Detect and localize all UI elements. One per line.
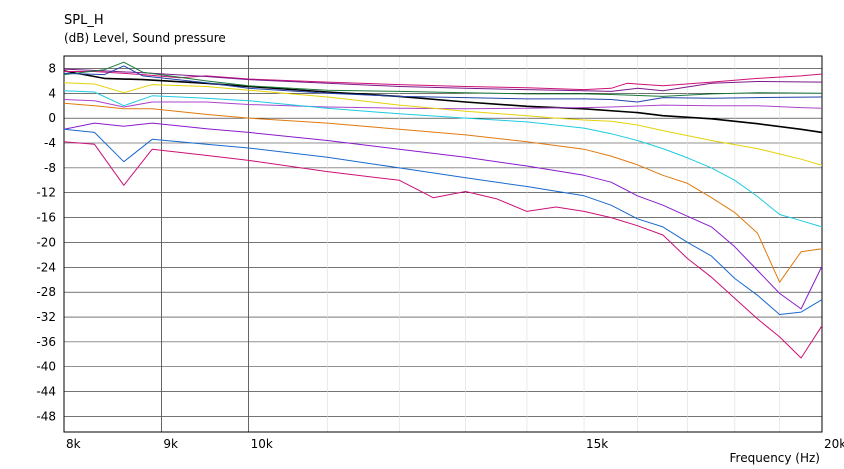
y-tick-label: 8 (48, 61, 56, 75)
y-tick-label: 4 (48, 86, 56, 100)
x-tick-label: 20k (824, 437, 844, 451)
series-line-1 (63, 70, 823, 134)
chart-subtitle: (dB) Level, Sound pressure (64, 31, 226, 45)
y-tick-label: -12 (36, 186, 56, 200)
y-tick-label: -40 (36, 360, 56, 374)
y-tick-label: 0 (48, 111, 56, 125)
x-tick-label: 8k (66, 437, 81, 451)
y-tick-label: -24 (36, 260, 56, 274)
series-line-7 (63, 82, 823, 166)
y-tick-label: -16 (36, 211, 56, 225)
series-line-9 (63, 102, 823, 283)
series-line-3 (63, 68, 823, 92)
series-line-4 (63, 61, 823, 97)
y-tick-label: -48 (36, 409, 56, 423)
series-line-10 (63, 122, 823, 310)
series-line-6 (63, 99, 823, 110)
series-line-11 (63, 128, 823, 315)
x-tick-label: 10k (251, 437, 273, 451)
y-tick-label: -8 (44, 161, 56, 175)
y-tick-label: -44 (36, 385, 56, 399)
y-tick-label: -4 (44, 136, 56, 150)
x-tick-label: 9k (163, 437, 178, 451)
y-tick-label: -36 (36, 335, 56, 349)
x-tick-label: 15k (586, 437, 608, 451)
y-tick-label: -28 (36, 285, 56, 299)
series-line-8 (63, 90, 823, 228)
series-line-5 (63, 65, 823, 103)
chart-title: SPL_H (64, 13, 104, 28)
y-tick-label: -32 (36, 310, 56, 324)
series-line-12 (63, 141, 823, 359)
x-axis-label: Frequency (Hz) (729, 451, 821, 465)
plot-frame (63, 55, 823, 433)
y-tick-label: -20 (36, 235, 56, 249)
series-line-2 (64, 71, 823, 91)
